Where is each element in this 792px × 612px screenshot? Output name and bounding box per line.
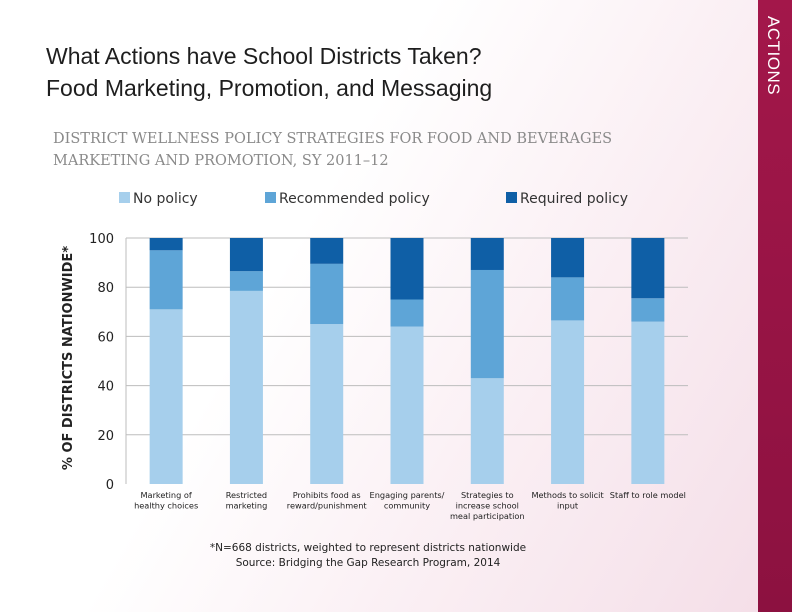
legend-label-1: No policy [133, 191, 198, 207]
category-label-3-line-1: Prohibits food as [293, 490, 361, 500]
bar-5-series-1 [470, 378, 504, 484]
bar-1-series-1 [149, 309, 183, 484]
slide-title-line-1: What Actions have School Districts Taken… [46, 43, 482, 69]
bar-3-series-1 [310, 324, 344, 484]
y-axis-label: % OF DISTRICTS NATIONWIDE* [61, 246, 76, 470]
legend-swatch-2 [265, 192, 276, 203]
category-label-2-line-1: Restricted [226, 490, 267, 500]
y-tick-label-40: 40 [97, 380, 114, 395]
legend-swatch-1 [119, 192, 130, 203]
chart-title-line-2: MARKETING AND PROMOTION, SY 2011–12 [53, 153, 389, 169]
bar-3-series-3 [310, 238, 344, 264]
legend-label-3: Required policy [520, 191, 628, 207]
bar-6-series-1 [551, 320, 585, 484]
bar-1-series-3 [149, 238, 183, 251]
bar-1-series-2 [149, 250, 183, 310]
category-label-2-line-2: marketing [226, 501, 268, 511]
category-label-5-line-2: increase school [456, 501, 519, 511]
bar-2-series-3 [229, 238, 263, 272]
bar-6-series-2 [551, 277, 585, 321]
y-tick-label-80: 80 [97, 281, 114, 296]
bar-6-series-3 [551, 238, 585, 278]
side-band-label: ACTIONS [764, 16, 783, 96]
chart-note-2: Source: Bridging the Gap Research Progra… [236, 557, 501, 569]
bar-2-series-1 [229, 290, 263, 484]
category-label-1-line-2: healthy choices [134, 501, 198, 511]
bar-3-series-2 [310, 263, 344, 325]
bar-4-series-1 [390, 326, 424, 484]
chart-note-1: *N=668 districts, weighted to represent … [210, 542, 526, 554]
bar-5-series-3 [470, 238, 504, 270]
category-label-4-line-1: Engaging parents/ [370, 490, 445, 500]
category-label-4-line-2: community [384, 501, 430, 511]
slide-title-line-2: Food Marketing, Promotion, and Messaging [46, 75, 493, 101]
chart-title-line-1: DISTRICT WELLNESS POLICY STRATEGIES FOR … [53, 131, 612, 147]
bar-4-series-3 [390, 238, 424, 300]
y-tick-label-0: 0 [106, 478, 114, 493]
legend-swatch-3 [506, 192, 517, 203]
bar-7-series-2 [631, 298, 665, 322]
side-band: ACTIONS [758, 0, 792, 612]
y-tick-label-100: 100 [89, 232, 114, 247]
bar-5-series-2 [470, 269, 504, 379]
category-label-6-line-2: input [557, 501, 579, 511]
category-label-5-line-1: Strategies to [461, 490, 514, 500]
category-label-6-line-1: Methods to solicit [531, 490, 604, 500]
bar-7-series-1 [631, 321, 665, 484]
category-label-3-line-2: reward/punishment [287, 501, 368, 511]
y-tick-label-20: 20 [97, 429, 114, 444]
slide-title: What Actions have School Districts Taken… [46, 40, 746, 104]
legend-label-2: Recommended policy [279, 191, 430, 207]
bar-4-series-2 [390, 299, 424, 327]
bar-7-series-3 [631, 238, 665, 299]
category-label-7-line-1: Staff to role model [610, 490, 686, 500]
bar-2-series-2 [229, 271, 263, 291]
category-label-1-line-1: Marketing of [140, 490, 192, 500]
y-tick-label-60: 60 [97, 330, 114, 345]
category-label-5-line-3: meal participation [450, 511, 525, 521]
